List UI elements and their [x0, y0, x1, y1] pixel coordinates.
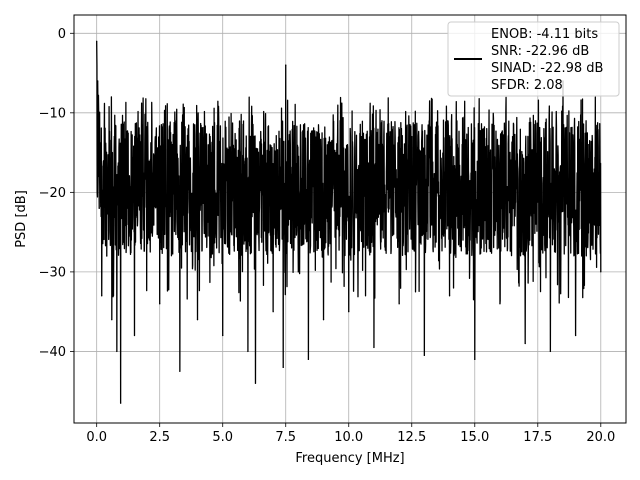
psd-point [474, 358, 476, 360]
legend-sinad: SINAD: -22.98 dB [491, 61, 603, 76]
psd-point [234, 159, 236, 162]
psd-point [335, 151, 337, 154]
x-tick-label: 15.0 [460, 430, 489, 445]
psd-point [146, 128, 148, 130]
psd-point [385, 159, 388, 162]
psd-point [106, 255, 108, 257]
y-tick-label: −10 [39, 106, 66, 121]
psd-point [209, 136, 211, 138]
psd-point [113, 136, 115, 138]
psd-point [436, 151, 438, 154]
psd-point [348, 311, 350, 313]
psd-point [171, 144, 173, 146]
x-tick-label: 0.0 [86, 430, 107, 445]
psd-point [97, 80, 99, 82]
x-tick-label: 7.5 [275, 430, 296, 445]
psd-point [97, 175, 99, 178]
psd-point [133, 334, 136, 337]
psd-point [373, 346, 375, 349]
x-tick-label: 5.0 [212, 430, 233, 445]
psd-point [537, 151, 539, 154]
psd-point [461, 144, 463, 146]
psd-point [121, 151, 123, 154]
legend-sfdr: SFDR: 2.08 [491, 78, 563, 93]
psd-point [360, 136, 362, 138]
x-tick-label: 12.5 [397, 430, 426, 445]
psd-point [179, 370, 181, 372]
y-tick-label: −30 [39, 265, 66, 280]
psd-point [196, 319, 199, 321]
y-tick-label: 0 [58, 27, 66, 42]
legend-enob: ENOB: -4.11 bits [491, 27, 598, 42]
legend-snr: SNR: -22.96 dB [491, 44, 589, 59]
psd-point [297, 271, 299, 273]
psd-point [184, 175, 186, 178]
psd-point [108, 159, 110, 162]
y-axis-label: PSD [dB] [14, 190, 29, 248]
psd-point [118, 191, 120, 193]
psd-point [549, 350, 551, 353]
series-group [96, 40, 602, 404]
psd-point [285, 64, 287, 66]
psd-point [423, 354, 425, 356]
psd-point [222, 334, 224, 337]
psd-point [120, 402, 122, 404]
x-tick-label: 2.5 [149, 430, 170, 445]
psd-point [98, 112, 100, 114]
psd-point [96, 40, 98, 42]
psd-point [486, 159, 488, 162]
psd-point [499, 303, 501, 305]
x-tick-label: 17.5 [523, 430, 552, 445]
plot-frame [73, 14, 627, 424]
psd-point [398, 303, 400, 305]
psd-point [307, 358, 310, 360]
psd-point [322, 319, 325, 321]
y-tick-label: −20 [39, 186, 66, 201]
y-tick-label: −40 [39, 345, 66, 360]
x-tick-label: 10.0 [334, 430, 363, 445]
legend: ENOB: -4.11 bits SNR: -22.96 dB SINAD: -… [447, 21, 620, 97]
psd-point [310, 144, 312, 146]
psd-point [101, 295, 103, 297]
legend-box [447, 21, 620, 97]
x-tick-label: 20.0 [586, 430, 615, 445]
psd-point [600, 271, 602, 273]
psd-point [448, 295, 451, 297]
psd-point [111, 319, 113, 321]
psd-point [259, 175, 262, 178]
psd-point [99, 144, 102, 146]
psd-point [574, 334, 577, 337]
psd-line [96, 41, 602, 404]
psd-point [159, 303, 161, 305]
x-axis-ticks: 0.0 2.5 5.0 7.5 10.0 12.5 15.0 17.5 20.0 [86, 423, 615, 445]
psd-point [587, 144, 589, 146]
x-axis-label: Frequency [MHz] [295, 451, 404, 466]
psd-point [524, 342, 526, 345]
psd-point [103, 128, 105, 130]
psd-point [411, 136, 413, 138]
psd-point [272, 311, 274, 313]
psd-point [254, 382, 257, 384]
psd-point [511, 136, 514, 138]
psd-point [116, 350, 118, 353]
psd-point [247, 350, 249, 353]
psd-point [96, 191, 98, 193]
psd-point [282, 366, 284, 368]
psd-point [98, 207, 100, 209]
y-axis-ticks: 0 −10 −20 −30 −40 [39, 27, 74, 360]
